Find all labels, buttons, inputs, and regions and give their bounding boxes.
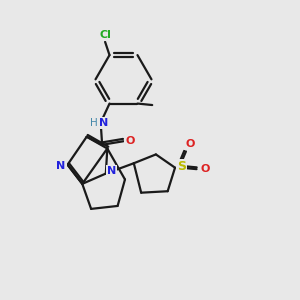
Text: N: N — [99, 118, 108, 128]
Text: O: O — [200, 164, 210, 174]
Text: O: O — [125, 136, 134, 146]
Text: H: H — [90, 118, 98, 128]
Text: Cl: Cl — [99, 30, 111, 40]
Text: O: O — [185, 139, 194, 149]
Text: S: S — [177, 160, 186, 173]
Text: N: N — [56, 161, 66, 171]
Text: N: N — [106, 166, 116, 176]
